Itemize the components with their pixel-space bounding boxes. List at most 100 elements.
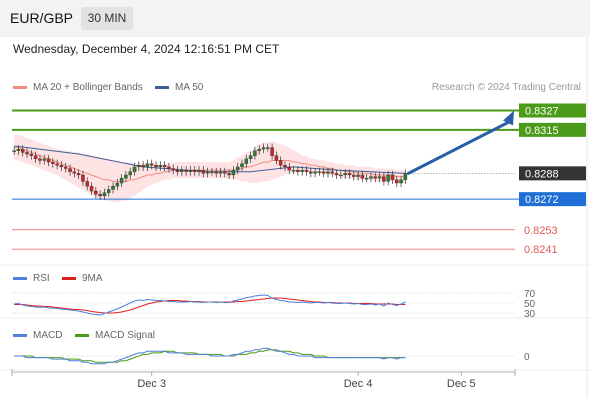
candle-body	[382, 176, 386, 182]
candle-body	[326, 171, 330, 174]
level-label-resistance: 0.8315	[525, 125, 559, 137]
level-label-pivot: 0.8272	[525, 194, 559, 206]
legend-rsi-ma-swatch	[62, 277, 76, 280]
level-tag-bg-current	[519, 166, 586, 181]
legend-ma50-swatch	[155, 86, 169, 89]
candle-body	[12, 150, 16, 152]
candle-body	[149, 163, 154, 166]
rsi-line	[14, 294, 406, 316]
legend-ma20-label: MA 20 + Bollinger Bands	[33, 82, 143, 93]
candle-body	[201, 169, 206, 174]
x-axis-label: Dec 4	[344, 378, 373, 390]
candle-body	[128, 171, 132, 176]
candle-body	[253, 150, 257, 156]
candle-body	[76, 173, 81, 176]
candle-body	[283, 165, 287, 168]
candle-body	[304, 169, 309, 172]
rsi-tick-label: 70	[524, 289, 536, 300]
grid	[0, 37, 590, 398]
candle-body	[278, 160, 283, 166]
legend-macd-signal-swatch	[75, 334, 89, 337]
candle-body	[309, 171, 313, 174]
legend-rsi-ma-label: 9MA	[82, 273, 103, 284]
candle-body	[72, 171, 77, 174]
candle-body	[313, 171, 317, 174]
candle-body	[214, 171, 218, 174]
candle-body	[38, 158, 42, 161]
level-tag-bg-resistance	[519, 103, 586, 118]
x-axis-label: Dec 3	[137, 378, 166, 390]
legend-ma50-label: MA 50	[175, 82, 204, 93]
macd-tick-label: 0	[524, 352, 530, 363]
candle-body	[240, 163, 244, 168]
candle-body	[373, 176, 378, 179]
legends: MA 20 + Bollinger Bands MA 50 Research © 2…	[13, 82, 581, 341]
candle-body	[25, 152, 29, 155]
rsi-tick-label: 50	[524, 299, 536, 310]
level-label-support: 0.8241	[524, 244, 558, 256]
candle-body	[248, 155, 253, 160]
candle-body	[403, 173, 408, 180]
candle-body	[171, 168, 175, 171]
candle-body	[29, 153, 34, 156]
candle-body	[377, 176, 382, 179]
candle-body	[390, 174, 395, 180]
candle-body	[321, 171, 326, 174]
candle-body	[68, 168, 72, 172]
candle-body	[63, 166, 68, 169]
candle-body	[287, 166, 292, 171]
candle-body	[270, 147, 274, 156]
bollinger-bands	[14, 134, 406, 203]
timeframe-button[interactable]: 30 MIN	[81, 7, 133, 30]
candle-body	[317, 171, 322, 173]
candle-body	[244, 158, 249, 164]
candle-body	[89, 186, 94, 192]
top-bar: EUR/GBP 30 MIN	[0, 0, 590, 37]
candle-body	[137, 165, 141, 168]
candle-body	[334, 173, 339, 176]
level-tag-bg-pivot	[519, 192, 586, 207]
candle-body	[192, 169, 197, 172]
candle-body	[51, 161, 55, 164]
candle-body	[16, 149, 21, 151]
rsi-tick-label: 30	[524, 309, 536, 320]
candle-body	[98, 194, 102, 197]
legend-rsi-label: RSI	[33, 273, 50, 284]
candle-body	[257, 149, 261, 151]
price-levels	[12, 109, 519, 250]
candle-body	[223, 171, 227, 174]
candle-body	[46, 158, 51, 163]
candle-body	[360, 174, 365, 179]
candle-body	[343, 173, 347, 176]
candle-body	[369, 176, 373, 179]
candle-body	[330, 171, 335, 174]
level-tags: 0.8327 0.8315 0.8288 0.8272 0.8253 0.8241	[519, 103, 586, 256]
candle-body	[42, 158, 46, 161]
macd-line	[14, 347, 406, 365]
candles	[12, 143, 408, 200]
candle-body	[356, 174, 360, 177]
candle-body	[395, 179, 399, 184]
candle-body	[33, 155, 38, 160]
level-label-current: 0.8288	[525, 168, 559, 180]
candle-body	[235, 166, 240, 171]
candle-body	[188, 169, 193, 172]
candle-body	[175, 169, 180, 172]
candle-body	[386, 174, 390, 182]
candle-body	[158, 165, 163, 168]
candle-body	[339, 174, 343, 177]
timestamp: Wednesday, December 4, 2024 12:16:51 PM …	[13, 42, 280, 56]
candle-body	[180, 169, 184, 172]
candle-body	[141, 165, 145, 168]
candle-body	[55, 163, 59, 166]
legend-ma20-swatch	[13, 86, 27, 89]
credit-text: Research © 2024 Trading Central	[432, 82, 581, 93]
level-tag-bg-resistance	[519, 122, 586, 137]
candle-body	[59, 165, 64, 168]
x-axis: Dec 3 Dec 4 Dec 5	[11, 369, 516, 390]
level-label-support: 0.8253	[524, 225, 558, 237]
candle-body	[94, 190, 98, 195]
candle-body	[106, 189, 111, 193]
